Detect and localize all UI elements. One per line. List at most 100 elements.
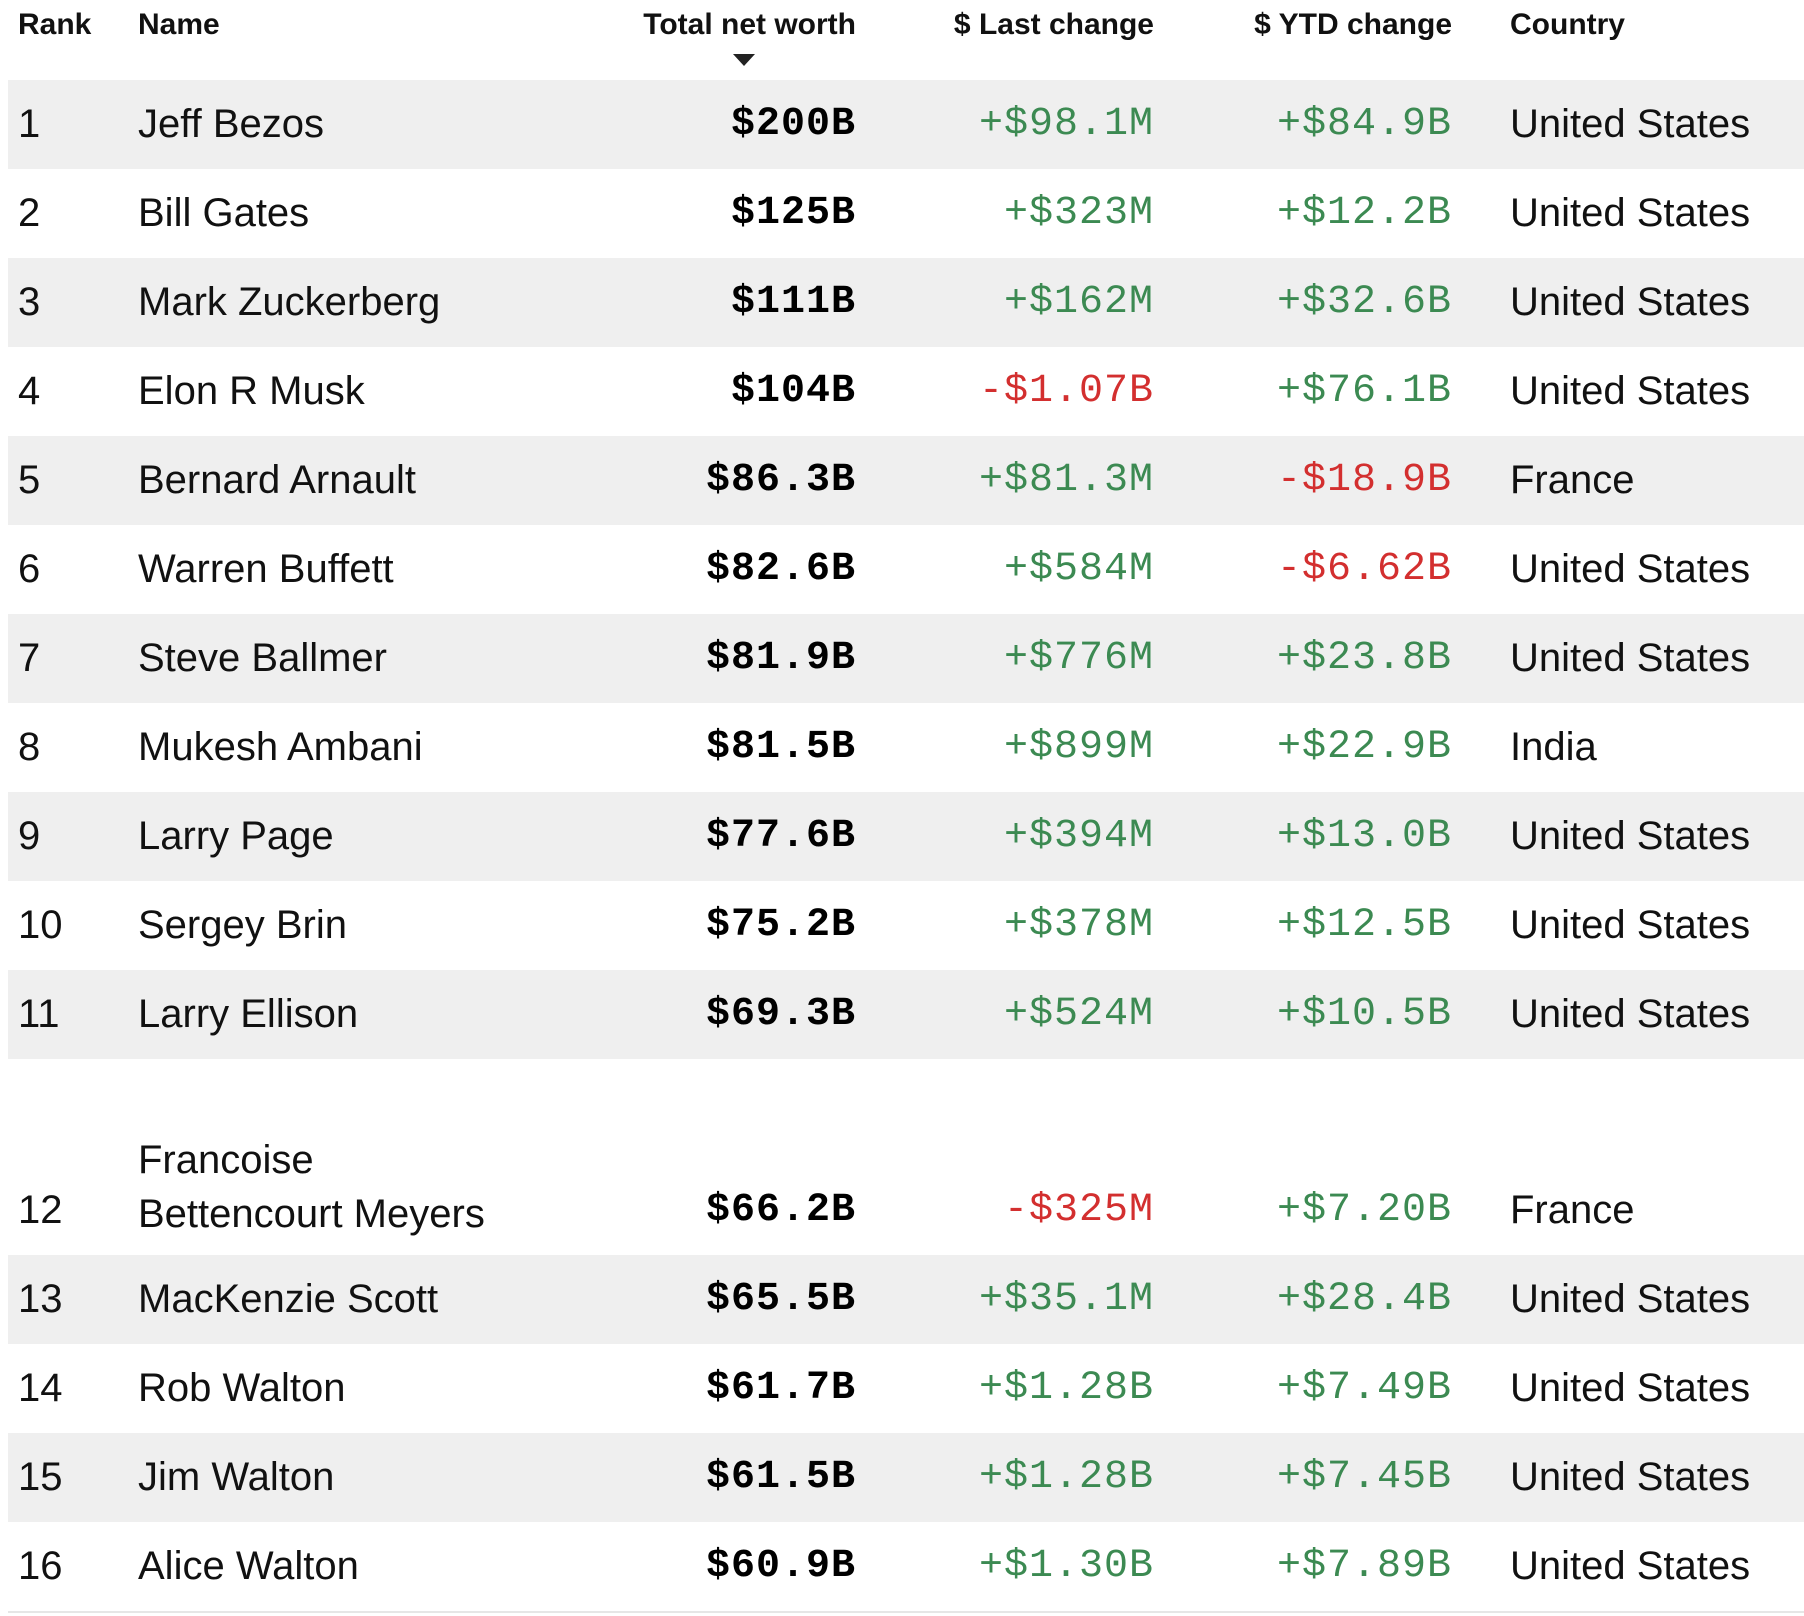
net-worth-cell: $81.5B [705,725,856,770]
rank-cell: 3 [18,280,41,324]
net-worth-cell: $77.6B [705,814,856,859]
last-change-cell: +$1.28B [978,1366,1154,1411]
table-row[interactable]: 5 Bernard Arnault $86.3B +$81.3M -$18.9B Fran… [0,436,1804,525]
ytd-change-cell: +$13.0B [1276,814,1452,859]
ytd-change-cell: +$10.5B [1276,992,1452,1037]
table-row[interactable]: 10 Sergey Brin $75.2B +$378M +$12.5B United S… [0,881,1804,970]
net-worth-cell: $104B [730,369,856,414]
rank-cell: 1 [18,102,41,146]
last-change-cell: +$98.1M [978,102,1154,147]
column-header-country[interactable]: Country [1510,8,1625,41]
last-change-cell: +$378M [1003,903,1154,948]
ytd-change-cell: +$22.9B [1276,725,1452,770]
country-cell: France [1510,458,1635,502]
table-row[interactable]: 8 Mukesh Ambani $81.5B +$899M +$22.9B India [0,703,1804,792]
ytd-change-cell: +$7.45B [1276,1455,1452,1500]
country-cell: United States [1510,280,1751,324]
country-cell: United States [1510,102,1751,146]
rank-cell: 2 [18,191,41,235]
net-worth-cell: $61.5B [705,1455,856,1500]
last-change-cell: -$1.07B [978,369,1154,414]
table-row[interactable]: 3 Mark Zuckerberg $111B +$162M +$32.6B United… [0,258,1804,347]
last-change-cell: +$1.30B [978,1544,1154,1589]
name-cell[interactable]: Jeff Bezos [138,102,325,146]
sort-desc-icon[interactable] [733,54,755,66]
name-cell[interactable]: Bill Gates [138,191,310,235]
country-cell: United States [1510,636,1751,680]
last-change-cell: +$35.1M [978,1277,1154,1322]
country-cell: United States [1510,1455,1751,1499]
net-worth-cell: $61.7B [705,1366,856,1411]
table-row[interactable]: 13 MacKenzie Scott $65.5B +$35.1M +$28.4B Uni… [0,1255,1804,1344]
name-cell[interactable]: Warren Buffett [138,547,394,591]
name-cell[interactable]: Bernard Arnault [138,458,416,502]
name-cell[interactable]: Jim Walton [138,1455,335,1499]
ytd-change-cell: -$6.62B [1276,547,1452,592]
rank-cell: 4 [18,369,41,413]
name-cell[interactable]: MacKenzie Scott [138,1277,439,1321]
country-cell: India [1510,725,1597,769]
last-change-cell: +$81.3M [978,458,1154,503]
name-cell[interactable]: Larry Ellison [138,992,359,1036]
ytd-change-cell: +$23.8B [1276,636,1452,681]
name-cell[interactable]: Larry Page [138,814,334,858]
ytd-change-cell: +$7.20B [1276,1188,1452,1233]
table-body: 1 Jeff Bezos $200B +$98.1M +$84.9B United Sta… [0,80,1804,1611]
country-cell: United States [1510,903,1751,947]
net-worth-cell: $75.2B [705,903,856,948]
name-cell[interactable]: Rob Walton [138,1366,346,1410]
country-cell: United States [1510,191,1751,235]
table-row[interactable]: 4 Elon R Musk $104B -$1.07B +$76.1B United St… [0,347,1804,436]
last-change-cell: +$584M [1003,547,1154,592]
table-row[interactable]: 6 Warren Buffett $82.6B +$584M -$6.62B United… [0,525,1804,614]
net-worth-cell: $65.5B [705,1277,856,1322]
last-change-cell: -$325M [1003,1188,1154,1233]
column-header-rank[interactable]: Rank [18,8,92,41]
net-worth-cell: $86.3B [705,458,856,503]
column-header-ytd-change[interactable]: $ YTD change [1254,8,1452,41]
table-header: Rank Name Total net worth $ Last change … [0,0,1804,80]
table-row[interactable]: 16 Alice Walton $60.9B +$1.30B +$7.89B United… [0,1522,1804,1611]
name-cell[interactable]: Francoise Bettencourt Meyers [138,1138,485,1236]
name-cell[interactable]: Mark Zuckerberg [138,280,441,324]
last-change-cell: +$899M [1003,725,1154,770]
table-row[interactable]: 15 Jim Walton $61.5B +$1.28B +$7.45B United S… [0,1433,1804,1522]
ytd-change-cell: -$18.9B [1276,458,1452,503]
rank-cell: 14 [18,1366,63,1410]
net-worth-cell: $111B [730,280,856,325]
table-row[interactable]: 9 Larry Page $77.6B +$394M +$13.0B United Sta… [0,792,1804,881]
name-cell[interactable]: Sergey Brin [138,903,347,947]
table-row[interactable]: 14 Rob Walton $61.7B +$1.28B +$7.49B United S… [0,1344,1804,1433]
column-header-name[interactable]: Name [138,8,220,41]
table-row[interactable]: 2 Bill Gates $125B +$323M +$12.2B United Stat… [0,169,1804,258]
table-row[interactable]: 1 Jeff Bezos $200B +$98.1M +$84.9B United Sta… [0,80,1804,169]
net-worth-cell: $200B [730,102,856,147]
country-cell: United States [1510,1366,1751,1410]
column-header-net-worth[interactable]: Total net worth [643,8,856,41]
rank-cell: 8 [18,725,41,769]
rank-cell: 7 [18,636,41,680]
ytd-change-cell: +$7.49B [1276,1366,1452,1411]
last-change-cell: +$162M [1003,280,1154,325]
country-cell: United States [1510,369,1751,413]
last-change-cell: +$1.28B [978,1455,1154,1500]
net-worth-cell: $69.3B [705,992,856,1037]
rank-cell: 11 [18,992,60,1036]
name-cell[interactable]: Steve Ballmer [138,636,387,680]
name-cell[interactable]: Alice Walton [138,1544,359,1588]
table-bottom-divider [8,1611,1804,1613]
table-row[interactable]: 7 Steve Ballmer $81.9B +$776M +$23.8B United … [0,614,1804,703]
ytd-change-cell: +$12.2B [1276,191,1452,236]
column-header-last-change[interactable]: $ Last change [953,8,1154,41]
net-worth-cell: $60.9B [705,1544,856,1589]
ytd-change-cell: +$84.9B [1276,102,1452,147]
table-row[interactable]: 11 Larry Ellison $69.3B +$524M +$10.5B United… [0,970,1804,1059]
rank-cell: 9 [18,814,41,858]
net-worth-cell: $82.6B [705,547,856,592]
name-cell[interactable]: Mukesh Ambani [138,725,423,769]
ytd-change-cell: +$76.1B [1276,369,1452,414]
table-row[interactable]: 12 Francoise Bettencourt Meyers $66.2B -$32… [0,1059,1804,1255]
last-change-cell: +$524M [1003,992,1154,1037]
name-cell[interactable]: Elon R Musk [138,369,365,413]
